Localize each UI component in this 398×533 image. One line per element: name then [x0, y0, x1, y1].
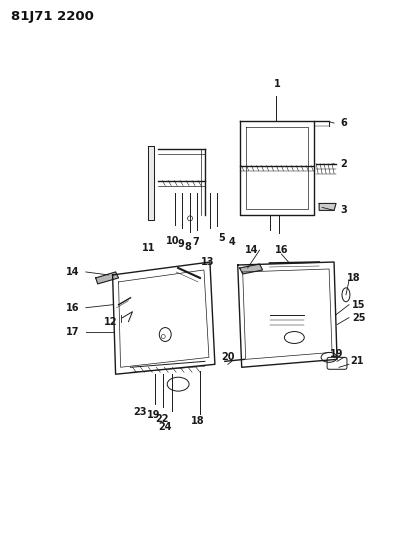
- Text: 23: 23: [134, 407, 147, 417]
- Text: 16: 16: [275, 245, 288, 255]
- Text: 14: 14: [66, 267, 80, 277]
- Text: 11: 11: [142, 243, 155, 253]
- Polygon shape: [96, 272, 119, 284]
- Text: 1: 1: [274, 79, 281, 89]
- Text: 20: 20: [221, 352, 234, 362]
- Text: 7: 7: [193, 237, 199, 247]
- Polygon shape: [148, 146, 154, 220]
- Text: 12: 12: [104, 317, 117, 327]
- Text: 17: 17: [66, 327, 80, 336]
- Text: 25: 25: [352, 313, 366, 322]
- Text: 6: 6: [341, 118, 347, 128]
- Text: 24: 24: [158, 422, 172, 432]
- Text: 81J71 2200: 81J71 2200: [11, 10, 94, 23]
- Text: 8: 8: [185, 242, 191, 252]
- Text: 9: 9: [178, 239, 185, 249]
- Text: 5: 5: [219, 233, 225, 243]
- Text: 13: 13: [201, 257, 215, 267]
- Text: 16: 16: [66, 303, 80, 313]
- Polygon shape: [240, 264, 263, 274]
- Text: 19: 19: [146, 410, 160, 420]
- Text: 4: 4: [228, 237, 235, 247]
- Text: 2: 2: [341, 159, 347, 169]
- Text: 14: 14: [245, 245, 258, 255]
- Text: 19: 19: [330, 350, 344, 359]
- Text: 22: 22: [156, 414, 169, 424]
- Polygon shape: [319, 204, 336, 211]
- Text: 18: 18: [191, 416, 205, 426]
- Text: 18: 18: [347, 273, 361, 283]
- Text: 21: 21: [350, 357, 364, 366]
- Text: 10: 10: [166, 236, 180, 246]
- Text: 15: 15: [352, 300, 366, 310]
- Text: 3: 3: [341, 205, 347, 215]
